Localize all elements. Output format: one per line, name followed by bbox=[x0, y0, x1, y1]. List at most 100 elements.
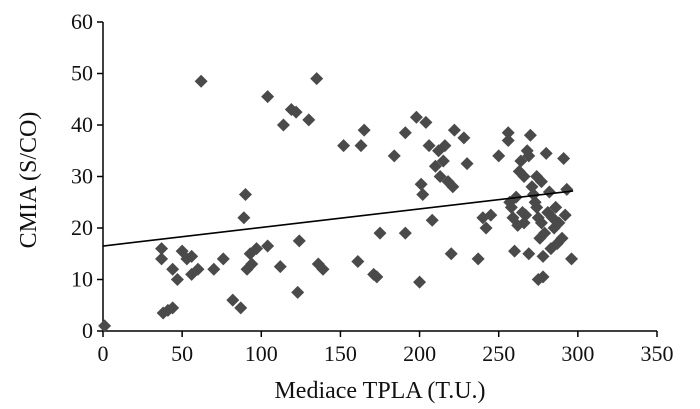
y-tick-label: 60 bbox=[71, 9, 93, 34]
trendline-group bbox=[102, 190, 574, 247]
x-tick-label: 200 bbox=[403, 341, 436, 366]
data-point bbox=[522, 149, 536, 163]
x-tick-label: 350 bbox=[641, 341, 674, 366]
data-point bbox=[316, 262, 330, 276]
y-tick-label: 30 bbox=[71, 164, 93, 189]
data-point bbox=[234, 301, 248, 315]
data-point bbox=[416, 188, 430, 202]
data-point bbox=[166, 301, 180, 315]
data-point bbox=[479, 221, 493, 235]
data-point bbox=[357, 123, 371, 137]
data-point bbox=[191, 262, 205, 276]
data-point bbox=[447, 123, 461, 137]
data-point bbox=[276, 118, 290, 132]
data-point bbox=[398, 126, 412, 140]
data-point bbox=[492, 149, 506, 163]
data-point bbox=[250, 242, 264, 256]
data-point bbox=[534, 216, 548, 230]
data-point bbox=[519, 208, 533, 222]
data-point bbox=[558, 208, 572, 222]
data-point bbox=[504, 200, 518, 214]
trendline bbox=[102, 190, 574, 247]
data-point bbox=[530, 200, 544, 214]
data-point bbox=[522, 247, 536, 261]
x-tick-label: 50 bbox=[171, 341, 193, 366]
data-point bbox=[471, 252, 485, 266]
data-point bbox=[422, 139, 436, 153]
data-point bbox=[484, 208, 498, 222]
data-point bbox=[444, 247, 458, 261]
data-point bbox=[354, 139, 368, 153]
data-point bbox=[560, 182, 574, 196]
data-point bbox=[501, 133, 515, 147]
data-point bbox=[194, 74, 208, 88]
data-point bbox=[155, 252, 169, 266]
data-point bbox=[261, 239, 275, 253]
data-point bbox=[413, 275, 427, 289]
data-point bbox=[557, 151, 571, 165]
data-point bbox=[337, 139, 351, 153]
data-point bbox=[185, 249, 199, 263]
y-tick-label: 50 bbox=[71, 61, 93, 86]
data-point bbox=[226, 293, 240, 307]
data-point bbox=[517, 170, 531, 183]
data-point bbox=[98, 319, 112, 333]
tick-labels: 0 50 100 150 200 250 300 350 0 10 20 30 40 50 60 bbox=[71, 9, 674, 366]
y-tick-label: 10 bbox=[71, 267, 93, 292]
data-point bbox=[238, 188, 252, 202]
data-point bbox=[351, 254, 365, 268]
data-point bbox=[508, 244, 522, 258]
data-point bbox=[414, 177, 428, 191]
data-point bbox=[292, 234, 306, 248]
data-point bbox=[438, 139, 452, 153]
data-point bbox=[549, 200, 563, 214]
x-tick-label: 0 bbox=[98, 341, 109, 366]
data-point bbox=[536, 249, 550, 263]
axes bbox=[102, 22, 657, 332]
y-axis-label: CMIA (S/CO) bbox=[16, 112, 42, 249]
data-point bbox=[514, 154, 528, 168]
data-point bbox=[523, 128, 537, 142]
x-tick-label: 300 bbox=[561, 341, 594, 366]
data-point bbox=[261, 90, 275, 104]
y-tick-label: 20 bbox=[71, 215, 93, 240]
data-point bbox=[536, 270, 550, 284]
data-point bbox=[170, 273, 184, 286]
data-points bbox=[98, 72, 579, 333]
data-point bbox=[387, 149, 401, 163]
data-point bbox=[433, 170, 447, 183]
data-point bbox=[446, 180, 460, 194]
data-point bbox=[155, 242, 169, 256]
data-point bbox=[291, 285, 305, 299]
data-point bbox=[539, 146, 553, 160]
data-point bbox=[428, 159, 442, 173]
tick-marks bbox=[97, 21, 658, 337]
data-point bbox=[310, 72, 324, 86]
data-point bbox=[419, 115, 433, 129]
data-point bbox=[538, 226, 552, 240]
data-point bbox=[565, 252, 579, 266]
data-point bbox=[436, 154, 450, 168]
data-point bbox=[398, 226, 412, 240]
data-point bbox=[373, 226, 387, 240]
data-point bbox=[542, 185, 556, 199]
data-point bbox=[237, 211, 251, 225]
data-point bbox=[460, 157, 474, 171]
data-point bbox=[501, 126, 515, 140]
y-tick-label: 40 bbox=[71, 112, 93, 137]
x-tick-label: 250 bbox=[482, 341, 515, 366]
data-point bbox=[457, 131, 471, 145]
data-point bbox=[425, 213, 439, 227]
data-point bbox=[555, 231, 569, 245]
x-axis-label: Mediace TPLA (T.U.) bbox=[274, 378, 485, 404]
data-point bbox=[216, 252, 230, 266]
data-point bbox=[552, 216, 566, 230]
data-point bbox=[302, 113, 316, 127]
data-point bbox=[166, 262, 180, 276]
data-point bbox=[370, 270, 384, 284]
data-point bbox=[207, 262, 221, 276]
x-tick-label: 100 bbox=[245, 341, 278, 366]
data-point bbox=[534, 175, 548, 189]
